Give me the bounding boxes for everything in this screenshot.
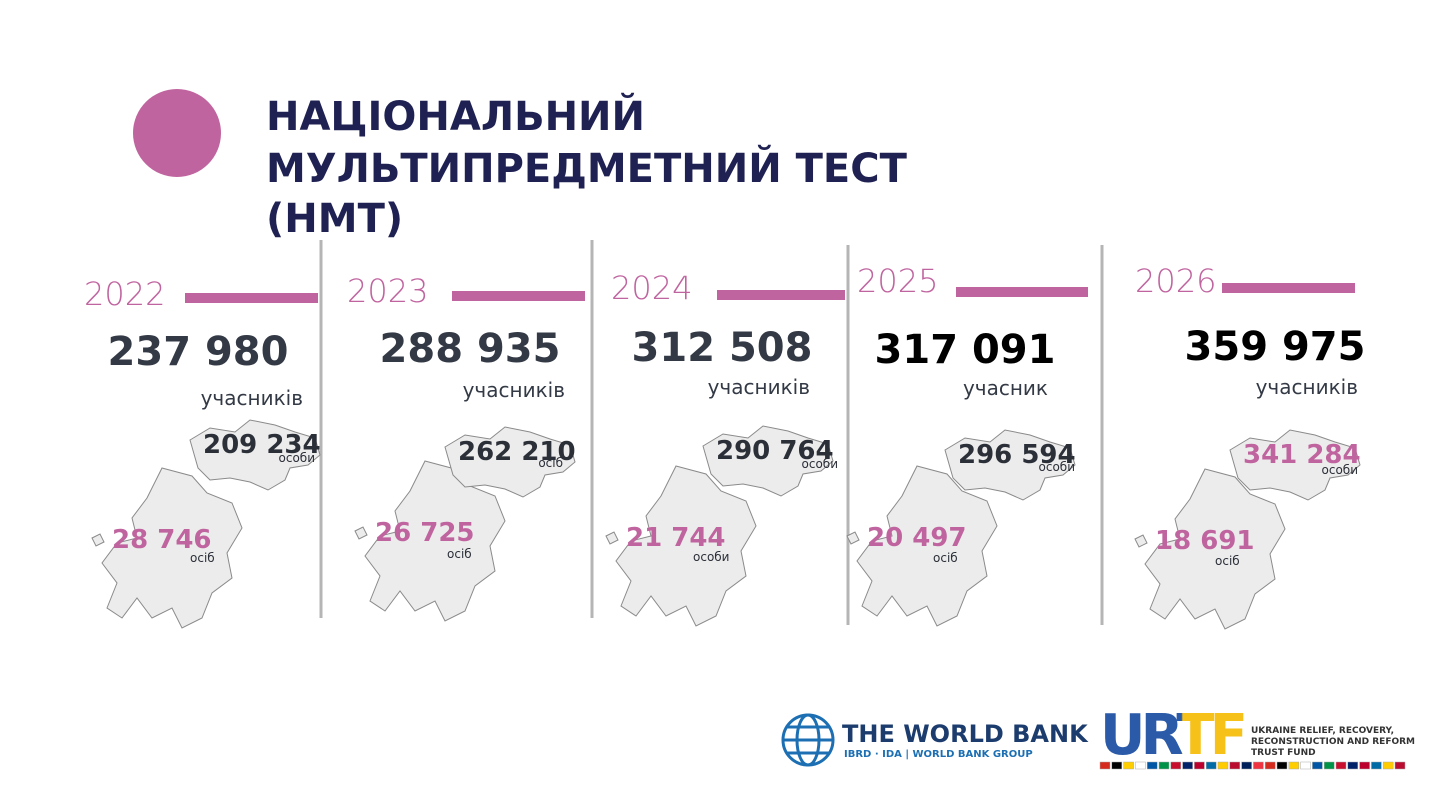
abroad-count: 18 691 bbox=[1155, 526, 1255, 556]
abroad-unit: особи bbox=[693, 550, 729, 564]
flag bbox=[1205, 761, 1217, 770]
total-unit: учасник bbox=[963, 376, 1048, 400]
year: 2026 bbox=[1135, 262, 1216, 300]
flag bbox=[1312, 761, 1323, 770]
title-line: НАЦІОНАЛЬНИЙ bbox=[266, 92, 645, 140]
year-bar bbox=[185, 293, 318, 303]
abroad-unit: осіб bbox=[1215, 554, 1240, 568]
map-ukraine bbox=[702, 425, 834, 497]
flag bbox=[1194, 761, 1205, 770]
separators bbox=[319, 240, 1104, 625]
flag bbox=[1253, 761, 1264, 770]
flag bbox=[1359, 761, 1370, 770]
flag bbox=[1146, 761, 1158, 770]
total: 359 975 bbox=[1185, 324, 1366, 370]
flag bbox=[1394, 761, 1406, 770]
abroad-unit: осіб bbox=[447, 547, 472, 561]
flag bbox=[1099, 761, 1111, 770]
title-line: МУЛЬТИПРЕДМЕТНИЙ ТЕСТ bbox=[266, 144, 908, 192]
map-ukraine bbox=[1229, 429, 1361, 501]
flag bbox=[1217, 761, 1229, 770]
total-unit: учасників bbox=[708, 375, 810, 399]
ukraine-count: 341 284 bbox=[1243, 440, 1361, 470]
flag bbox=[1123, 761, 1134, 770]
year: 2022 bbox=[84, 275, 165, 313]
abroad-unit: осіб bbox=[190, 551, 215, 565]
ukraine-unit: особи bbox=[802, 457, 838, 471]
flag bbox=[1288, 761, 1300, 770]
flag bbox=[1170, 761, 1182, 770]
flags bbox=[1099, 761, 1406, 770]
map-europe bbox=[91, 467, 243, 629]
flag bbox=[1382, 761, 1394, 770]
year-bar bbox=[1222, 283, 1355, 293]
map-europe bbox=[1134, 468, 1286, 630]
map-ukraine bbox=[944, 429, 1076, 501]
urtf-desc: UKRAINE RELIEF, RECOVERY, bbox=[1251, 726, 1394, 736]
title-dot bbox=[133, 89, 221, 177]
flag bbox=[1264, 761, 1276, 770]
total-unit: учасників bbox=[1256, 375, 1358, 399]
map-ukraine bbox=[189, 419, 321, 491]
map-europe bbox=[846, 465, 998, 627]
year-bar bbox=[717, 290, 845, 300]
year: 2024 bbox=[611, 269, 692, 307]
abroad-unit: осіб bbox=[933, 551, 958, 565]
flag bbox=[1241, 761, 1252, 770]
map-europe bbox=[354, 460, 506, 622]
total: 237 980 bbox=[108, 329, 289, 375]
abroad-count: 21 744 bbox=[626, 523, 726, 553]
urtf-desc: TRUST FUND bbox=[1251, 748, 1316, 758]
world-bank-sub: IBRD · IDA | WORLD BANK GROUP bbox=[844, 749, 1033, 760]
urtf-desc: RECONSTRUCTION AND REFORM bbox=[1251, 737, 1415, 747]
ukraine-unit: особи bbox=[279, 451, 315, 465]
year-bar bbox=[452, 291, 585, 301]
total: 317 091 bbox=[875, 327, 1056, 373]
map-ukraine bbox=[444, 426, 576, 498]
abroad-count: 28 746 bbox=[112, 525, 212, 555]
flag bbox=[1158, 761, 1170, 770]
flag bbox=[1323, 761, 1335, 770]
world-bank-name: THE WORLD BANK bbox=[842, 720, 1089, 748]
world-bank-globe bbox=[781, 713, 835, 767]
ukraine-count: 290 764 bbox=[716, 436, 834, 466]
flag bbox=[1182, 761, 1193, 770]
year: 2025 bbox=[857, 262, 938, 300]
ukraine-unit: особи bbox=[1039, 460, 1075, 474]
year-bar bbox=[956, 287, 1088, 297]
ukraine-unit: особи bbox=[1322, 463, 1358, 477]
ukraine-count: 262 210 bbox=[458, 437, 576, 467]
total-unit: учасників bbox=[201, 386, 303, 410]
ukraine-unit: осіб bbox=[538, 456, 563, 470]
total: 312 508 bbox=[632, 325, 813, 371]
total: 288 935 bbox=[380, 326, 561, 372]
abroad-count: 26 725 bbox=[375, 518, 475, 548]
flag bbox=[1300, 761, 1311, 770]
flag bbox=[1335, 761, 1347, 770]
flag bbox=[1371, 761, 1382, 770]
ukraine-count: 296 594 bbox=[958, 440, 1076, 470]
title-line: (НМТ) bbox=[266, 196, 403, 242]
flag bbox=[1276, 761, 1288, 770]
flag bbox=[1347, 761, 1359, 770]
total-unit: учасників bbox=[463, 378, 565, 402]
abroad-count: 20 497 bbox=[867, 523, 967, 553]
flag bbox=[1229, 761, 1241, 770]
flag bbox=[1111, 761, 1123, 770]
flag bbox=[1135, 761, 1146, 770]
year: 2023 bbox=[347, 272, 428, 310]
ukraine-count: 209 234 bbox=[203, 430, 321, 460]
urtf-logo: URTF bbox=[1100, 703, 1248, 768]
map-europe bbox=[605, 465, 757, 627]
